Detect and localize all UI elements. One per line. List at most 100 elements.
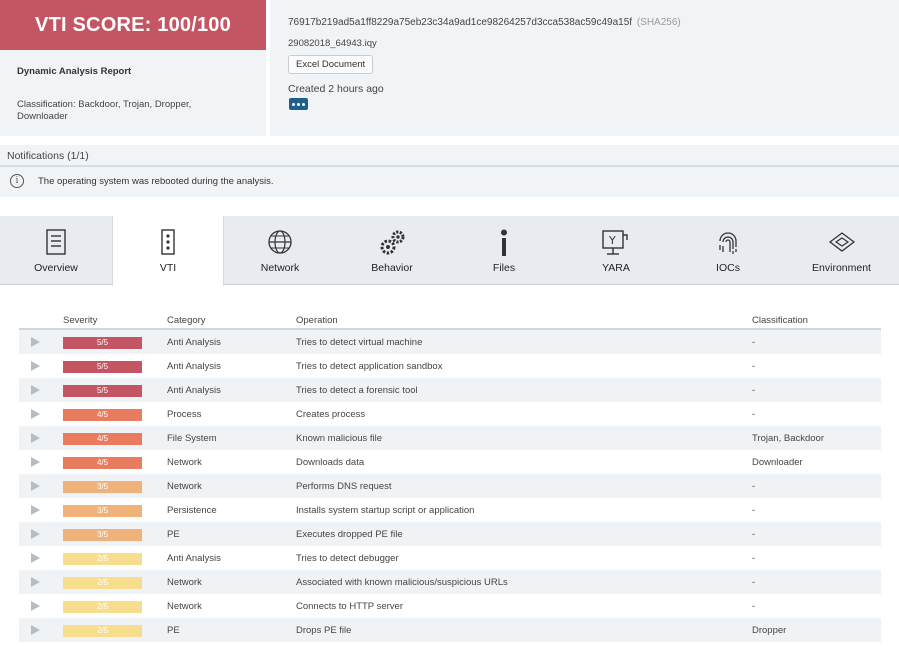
tab-label: YARA (602, 262, 630, 274)
gears-icon (377, 229, 407, 262)
header-severity[interactable]: Severity (63, 315, 98, 326)
report-title: Dynamic Analysis Report (17, 66, 132, 77)
tab-vti[interactable]: VTI (112, 216, 224, 286)
hash-type-label: (SHA256) (636, 17, 681, 28)
expand-arrow-icon[interactable] (31, 385, 40, 395)
expand-arrow-icon[interactable] (31, 481, 40, 491)
document-type-badge[interactable]: Excel Document (288, 55, 374, 74)
category-cell: Network (167, 481, 202, 492)
tab-label: Overview (34, 262, 78, 274)
severity-badge: 5/5 (63, 337, 142, 349)
vti-table: Severity Category Operation Classificati… (19, 312, 881, 642)
expand-arrow-icon[interactable] (31, 529, 40, 539)
tab-environment[interactable]: Environment (784, 216, 899, 285)
severity-badge: 3/5 (63, 481, 142, 493)
tab-label: Network (260, 262, 300, 274)
classification-cell: Dropper (752, 625, 787, 636)
sha256-hash[interactable]: 76917b219ad5a1ff8229a75eb23c34a9ad1ce982… (288, 17, 633, 28)
info-i-icon (499, 229, 509, 262)
operation-cell: Connects to HTTP server (296, 601, 404, 612)
tab-label: VTI (159, 262, 177, 274)
table-row[interactable]: 2/5 Network Connects to HTTP server - (19, 594, 881, 618)
severity-badge: 4/5 (63, 409, 142, 421)
operation-cell: Executes dropped PE file (296, 529, 403, 540)
severity-badge: 4/5 (63, 433, 142, 445)
category-cell: Anti Analysis (167, 553, 221, 564)
table-row[interactable]: 3/5 Network Performs DNS request - (19, 474, 881, 498)
table-row[interactable]: 4/5 File System Known malicious file Trojan… (19, 426, 881, 450)
notification-message: The operating system was rebooted during… (38, 176, 274, 187)
fingerprint-icon (716, 229, 740, 262)
classification-text: Classification: Backdoor, Trojan, Droppe… (17, 99, 192, 122)
header-category[interactable]: Category (167, 315, 206, 326)
sample-info-panel: 76917b219ad5a1ff8229a75eb23c34a9ad1ce982… (270, 0, 899, 136)
table-row[interactable]: 5/5 Anti Analysis Tries to detect a forens… (19, 378, 881, 402)
table-row[interactable]: 3/5 Persistence Installs system startup sc… (19, 498, 881, 522)
expand-arrow-icon[interactable] (31, 601, 40, 611)
expand-arrow-icon[interactable] (31, 433, 40, 443)
operation-cell: Installs system startup script or applic… (296, 505, 475, 516)
table-row[interactable]: 5/5 Anti Analysis Tries to detect virtual … (19, 330, 881, 354)
table-row[interactable]: 2/5 PE Drops PE file Dropper (19, 618, 881, 642)
tab-label: IOCs (716, 262, 740, 274)
table-row[interactable]: 2/5 Anti Analysis Tries to detect debugger… (19, 546, 881, 570)
header-operation[interactable]: Operation (296, 315, 338, 326)
operation-cell: Creates process (296, 409, 366, 420)
category-cell: File System (167, 433, 217, 444)
tab-network[interactable]: Network (224, 216, 336, 285)
score-panel: VTI SCORE: 100/100 Dynamic Analysis Repo… (0, 0, 266, 136)
vti-icon (161, 229, 175, 260)
severity-badge: 2/5 (63, 625, 142, 637)
expand-arrow-icon[interactable] (31, 553, 40, 563)
category-cell: Network (167, 577, 202, 588)
operation-cell: Tries to detect virtual machine (296, 337, 423, 348)
category-cell: Persistence (167, 505, 217, 516)
table-row[interactable]: 5/5 Anti Analysis Tries to detect applicat… (19, 354, 881, 378)
tab-files[interactable]: Files (448, 216, 560, 285)
table-row[interactable]: 2/5 Network Associated with known maliciou… (19, 570, 881, 594)
hash-line: 76917b219ad5a1ff8229a75eb23c34a9ad1ce982… (288, 17, 681, 28)
expand-arrow-icon[interactable] (31, 625, 40, 635)
classification-cell: - (752, 577, 756, 588)
classification-cell: - (752, 553, 756, 564)
sample-filename: 29082018_64943.iqy (288, 38, 377, 49)
header-classification[interactable]: Classification (752, 315, 808, 326)
classification-cell: - (752, 337, 756, 348)
expand-arrow-icon[interactable] (31, 337, 40, 347)
tab-overview[interactable]: Overview (0, 216, 112, 285)
category-cell: Network (167, 457, 202, 468)
expand-arrow-icon[interactable] (31, 409, 40, 419)
expand-arrow-icon[interactable] (31, 361, 40, 371)
tab-iocs[interactable]: IOCs (672, 216, 784, 285)
operation-cell: Tries to detect a forensic tool (296, 385, 418, 396)
info-icon: i (10, 174, 24, 188)
expand-arrow-icon[interactable] (31, 505, 40, 515)
more-options-button[interactable] (289, 98, 308, 110)
severity-badge: 4/5 (63, 457, 142, 469)
tab-label: Files (492, 262, 516, 274)
classification-cell: - (752, 361, 756, 372)
notification-item: i The operating system was rebooted duri… (0, 167, 899, 197)
created-time: Created 2 hours ago (288, 83, 384, 95)
tab-behavior[interactable]: Behavior (336, 216, 448, 285)
notifications-heading[interactable]: Notifications (1/1) (0, 145, 899, 167)
severity-badge: 5/5 (63, 385, 142, 397)
expand-arrow-icon[interactable] (31, 577, 40, 587)
operation-cell: Tries to detect application sandbox (296, 361, 443, 372)
table-row[interactable]: 4/5 Network Downloads data Downloader (19, 450, 881, 474)
cube-icon (827, 229, 857, 260)
yara-icon: Y (601, 229, 631, 262)
tab-bar: Overview VTI Network Behavior Files Y YA… (0, 216, 899, 286)
category-cell: Anti Analysis (167, 337, 221, 348)
category-cell: Anti Analysis (167, 361, 221, 372)
tab-yara[interactable]: Y YARA (560, 216, 672, 285)
operation-cell: Tries to detect debugger (296, 553, 399, 564)
document-icon (46, 229, 66, 260)
table-row[interactable]: 3/5 PE Executes dropped PE file - (19, 522, 881, 546)
expand-arrow-icon[interactable] (31, 457, 40, 467)
classification-cell: - (752, 481, 756, 492)
operation-cell: Associated with known malicious/suspicio… (296, 577, 508, 588)
table-row[interactable]: 4/5 Process Creates process - (19, 402, 881, 426)
classification-cell: - (752, 409, 756, 420)
severity-badge: 5/5 (63, 361, 142, 373)
